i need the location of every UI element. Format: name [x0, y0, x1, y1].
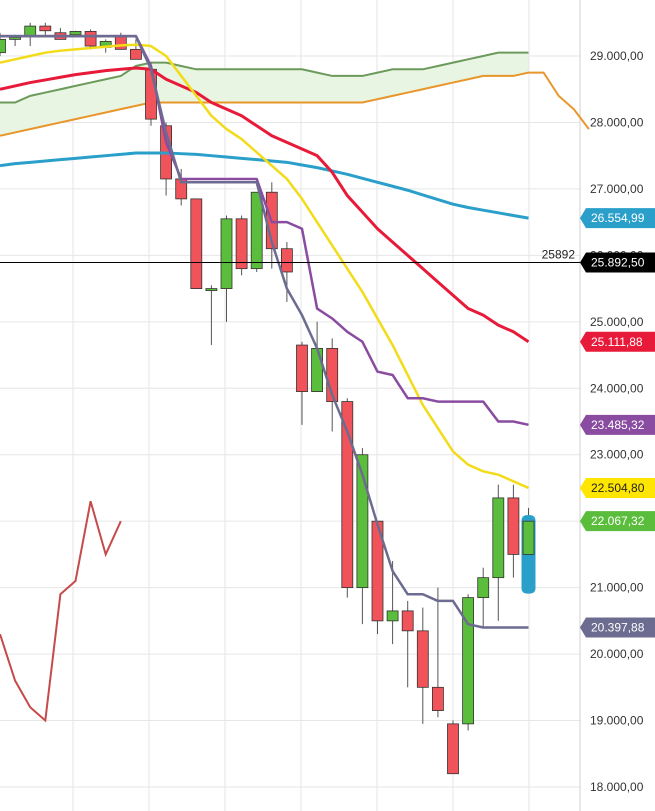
candle-body-9 [129, 48, 142, 60]
badge-blue-text: 26.554,99 [591, 211, 645, 225]
y-tick-label-7: 25.000,00 [590, 315, 644, 329]
candle-body-19 [280, 248, 293, 273]
y-tick-label-1: 19.000,00 [590, 714, 644, 728]
candle-body-1 [9, 36, 22, 40]
candle-body-2 [24, 25, 37, 37]
y-tick-label-9: 27.000,00 [590, 182, 644, 196]
badge-green-shape [580, 511, 655, 532]
candle-body-8 [114, 35, 127, 50]
candle-body-27 [401, 610, 414, 632]
candle-body-28 [416, 630, 429, 688]
candle-body-0 [0, 38, 6, 54]
candle-body-13 [190, 198, 203, 289]
grid-lines [0, 0, 581, 811]
candle-body-34 [507, 497, 520, 555]
badge-reference-shape [580, 252, 655, 273]
candle-body-16 [235, 218, 248, 270]
candle-body-30 [447, 723, 459, 775]
candle-body-23 [341, 401, 354, 589]
badge-green-text: 22.067,32 [591, 514, 645, 528]
candle-body-10 [145, 68, 157, 120]
badge-purple-shape [580, 414, 655, 435]
candle-body-5 [69, 31, 82, 36]
series-line-4 [0, 34, 529, 629]
badge-blue-shape [580, 208, 655, 229]
cloud-area [0, 51, 590, 137]
y-tick-label-11: 29.000,00 [590, 49, 644, 63]
y-tick-label-5: 23.000,00 [590, 448, 644, 462]
oscillator-polyline [0, 500, 122, 723]
series-line-1 [0, 66, 530, 344]
oscillator-line [0, 500, 122, 723]
badge-slate-shape [580, 617, 655, 638]
y-tick-label-0: 18.000,00 [590, 780, 644, 794]
candle-body-17 [250, 191, 263, 270]
badge-red-shape [580, 331, 655, 352]
y-tick-label-6: 24.000,00 [590, 381, 644, 395]
candle-body-20 [296, 344, 308, 392]
candle-body-14 [205, 288, 218, 291]
current-bar-marker [521, 515, 536, 594]
reference-line: 25892 [0, 248, 580, 264]
badge-reference-text: 25.892,50 [591, 256, 645, 270]
series-line-2 [0, 43, 530, 490]
candle-body-24 [356, 454, 369, 589]
candle-body-32 [477, 577, 490, 599]
indicator-lines [0, 34, 530, 629]
y-tick-label-2: 20.000,00 [590, 647, 644, 661]
candle-body-33 [492, 497, 505, 579]
y-tick-label-3: 21.000,00 [590, 581, 644, 595]
badge-slate-text: 20.397,88 [591, 621, 645, 635]
badge-purple-text: 23.485,32 [591, 418, 645, 432]
candle-body-3 [39, 25, 52, 32]
badge-yellow-shape [580, 477, 655, 498]
candle-body-31 [462, 597, 475, 725]
candle-body-15 [220, 218, 233, 289]
price-badges: 26.554,99 25.892,50 25.111,88 23.485,32 22.5… [580, 208, 655, 638]
reference-line-label: 25892 [542, 248, 576, 262]
badge-red-text: 25.111,88 [591, 335, 643, 349]
badge-yellow-text: 22.504,80 [591, 481, 645, 495]
current-bar-candle [522, 520, 535, 555]
cloud-upper-line [0, 51, 529, 104]
candlesticks [0, 22, 535, 775]
cloud-fill [0, 52, 529, 136]
candle-body-6 [84, 31, 97, 47]
candle-body-21 [311, 347, 324, 392]
candle-body-29 [431, 686, 444, 711]
cloud-lower-line [0, 71, 590, 137]
candle-body-26 [386, 610, 399, 622]
y-tick-label-10: 28.000,00 [590, 115, 644, 129]
